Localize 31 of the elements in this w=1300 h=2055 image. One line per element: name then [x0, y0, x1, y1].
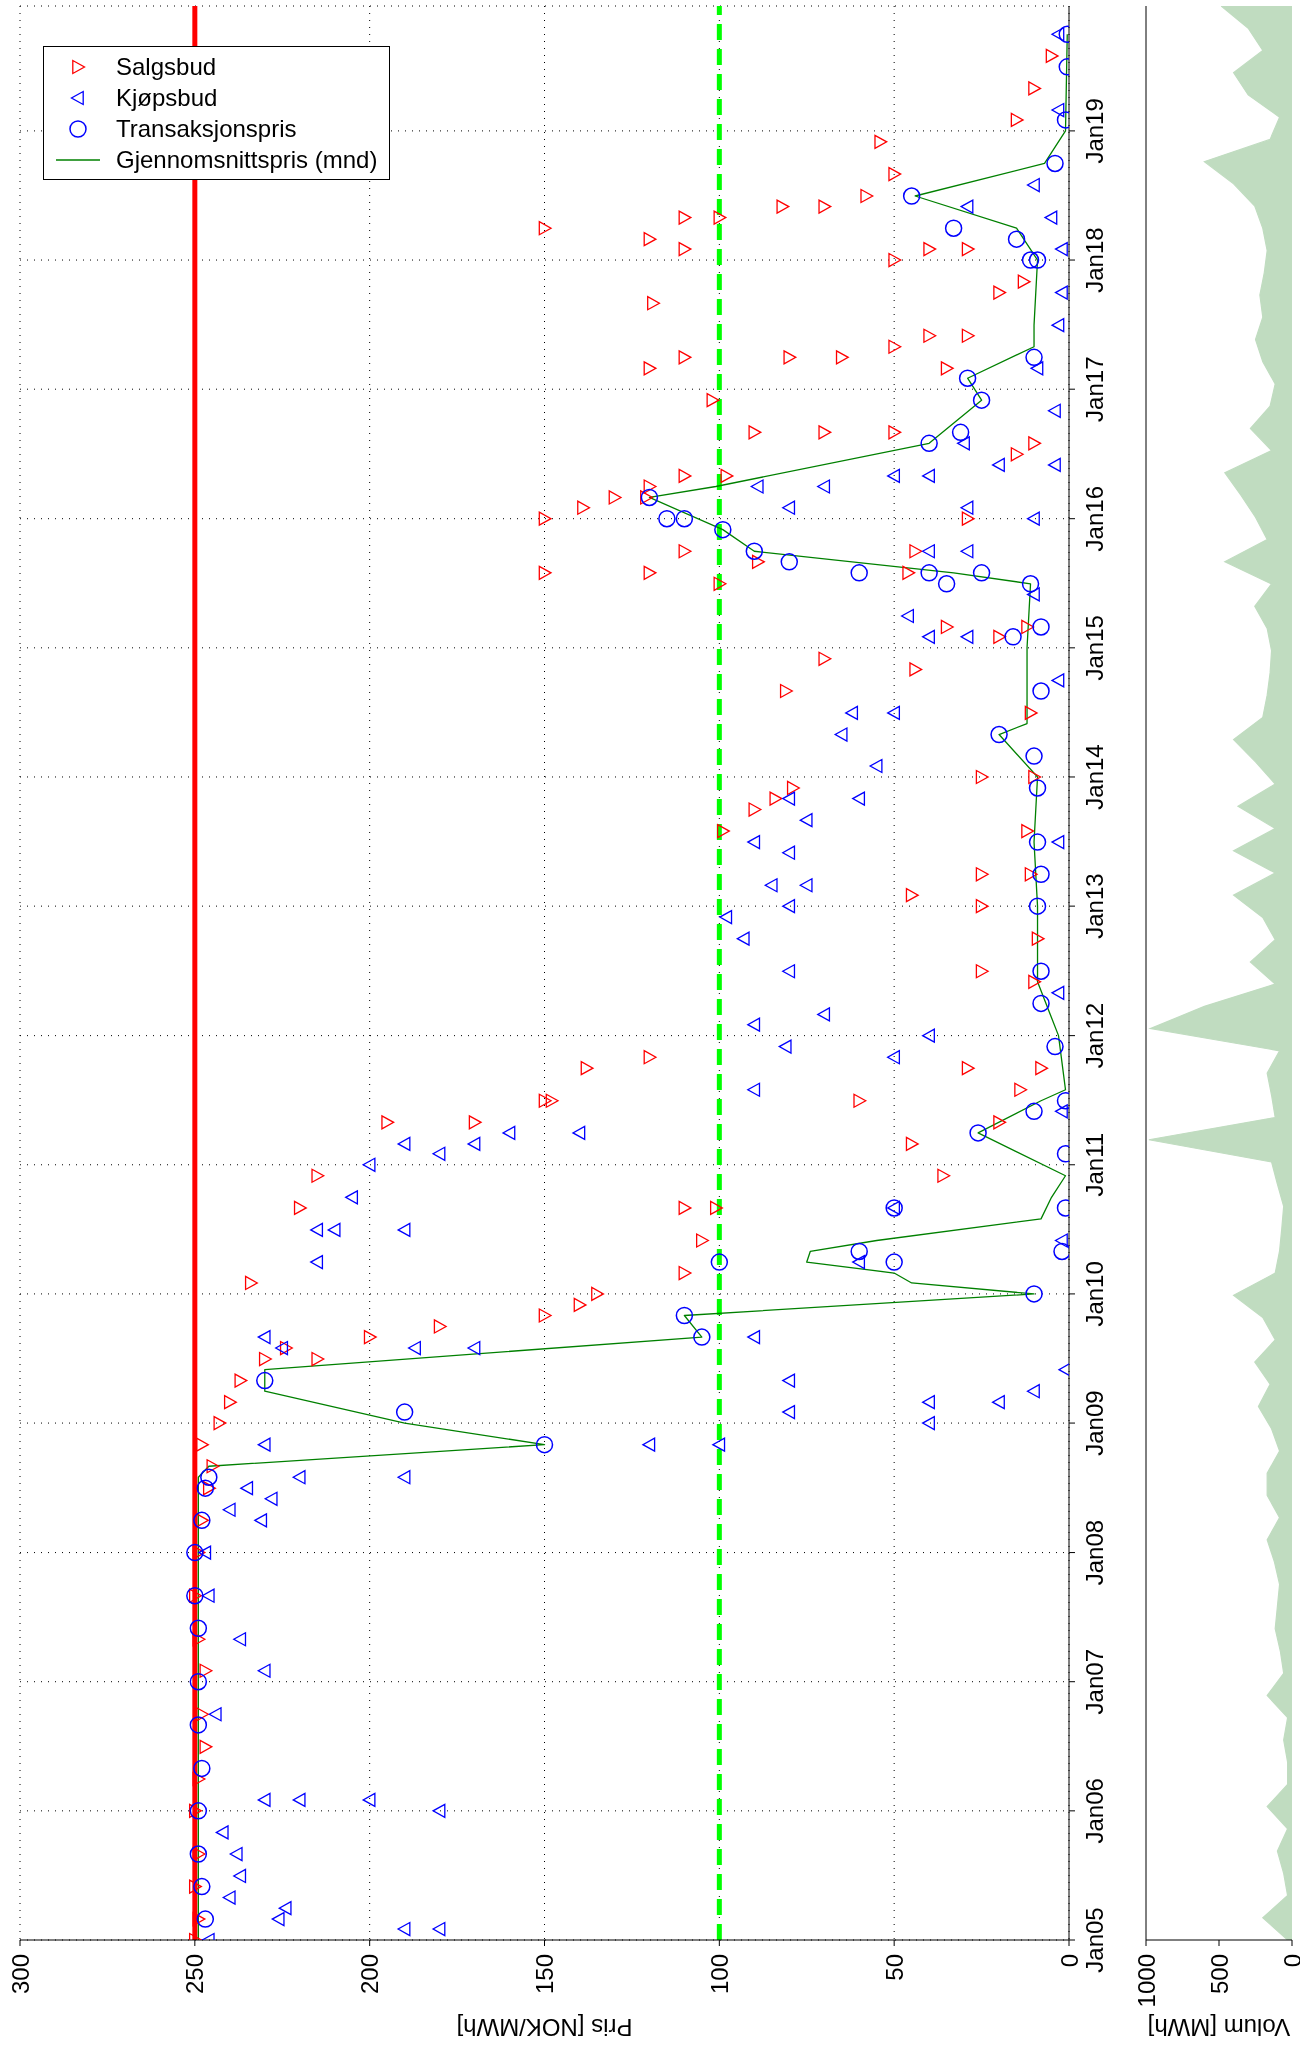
x-tick-label: 1000: [1132, 1954, 1160, 2008]
y-tick-label: Jan10: [1080, 1261, 1108, 1327]
legend-label: Kjøpsbud: [116, 83, 218, 112]
y-tick-label: Jan19: [1080, 98, 1108, 164]
x-tick-label: 250: [181, 1954, 209, 1995]
legend-label: Gjennomsnittspris (mnd): [116, 145, 378, 174]
y-tick-label: Jan08: [1080, 1519, 1108, 1586]
y-tick-label: Jan11: [1080, 1132, 1108, 1197]
y-tick-label: Jan15: [1080, 615, 1108, 681]
y-tick-label: Jan06: [1080, 1778, 1108, 1844]
x-tick-label: 200: [356, 1954, 384, 1995]
x-tick-label: 100: [705, 1954, 733, 1995]
x-tick-label: 50: [880, 1954, 908, 1981]
legend-label: Transaksjonspris: [116, 114, 297, 143]
x-tick-label: 150: [531, 1954, 558, 1995]
x-axis-title: Volum [MWh]: [1147, 2014, 1291, 2041]
y-tick-label: Jan07: [1080, 1649, 1108, 1715]
y-tick-label: Jan18: [1080, 227, 1108, 293]
y-tick-label: Jan14: [1080, 744, 1108, 810]
x-axis-title: Pris [NOK/MWh]: [456, 2014, 633, 2041]
x-tick-label: 0: [1278, 1954, 1300, 1968]
x-tick-label: 0: [1055, 1954, 1083, 1968]
y-tick-label: Jan05: [1080, 1907, 1108, 1973]
legend-label: Salgsbud: [116, 52, 217, 81]
y-tick-label: Jan16: [1080, 486, 1108, 552]
x-tick-label: 500: [1205, 1954, 1233, 1995]
x-tick-label: 300: [6, 1954, 34, 1995]
y-tick-label: Jan12: [1080, 1002, 1108, 1069]
y-tick-label: Jan09: [1080, 1390, 1108, 1456]
y-tick-label: Jan13: [1080, 873, 1108, 939]
y-tick-label: Jan17: [1080, 356, 1108, 422]
